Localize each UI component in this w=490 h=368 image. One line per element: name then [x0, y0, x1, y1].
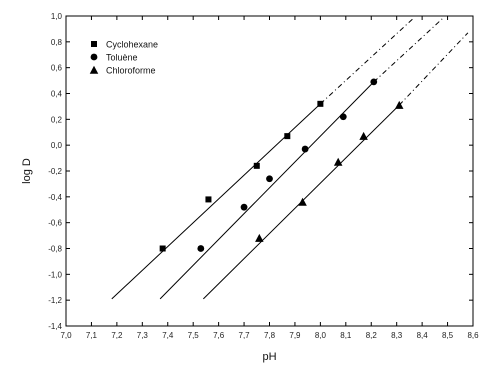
legend-label-1: Toluène — [106, 53, 138, 63]
y-tick-label: -0,2 — [48, 167, 62, 176]
data-point-2-4 — [394, 100, 404, 109]
x-tick-label: 7,8 — [264, 331, 276, 340]
x-tick-label: 8,6 — [467, 331, 479, 340]
x-tick-label: 7,7 — [239, 331, 251, 340]
fit-lines — [111, 16, 469, 300]
data-point-2-3 — [359, 131, 368, 140]
data-point-0-1 — [205, 196, 212, 203]
x-tick-label: 8,4 — [417, 331, 429, 340]
data-point-0-0 — [159, 245, 166, 252]
data-point-2-1 — [298, 197, 307, 206]
extrapolation-line-2 — [398, 32, 469, 106]
data-point-1-0 — [197, 245, 205, 252]
data-point-0-3 — [284, 133, 291, 140]
y-tick-label: -1,2 — [48, 296, 62, 305]
y-tick-label: -0,6 — [48, 219, 62, 228]
y-tick-label: -1,4 — [48, 322, 62, 331]
x-tick-label: 8,5 — [442, 331, 454, 340]
axis-ticks: 7,0 7,1 7,2 7,3 7,4 7,5 7,6 7,7 7,8 7,9 8,0 8,1 8,2 8… — [48, 12, 479, 340]
data-point-0-2 — [253, 162, 260, 169]
legend-marker-2 — [89, 65, 99, 74]
x-tick-label: 7,6 — [213, 331, 225, 340]
y-tick-label: 1,0 — [51, 12, 63, 21]
x-tick-label: 7,5 — [188, 331, 200, 340]
y-tick-label: -0,8 — [48, 245, 62, 254]
x-tick-label: 8,1 — [340, 331, 352, 340]
x-tick-label: 7,3 — [137, 331, 149, 340]
legend-label-0: Cyclohexane — [106, 40, 158, 50]
legend-marker-0 — [91, 41, 97, 47]
data-point-1-1 — [240, 203, 248, 211]
y-tick-label: 0,2 — [51, 115, 63, 124]
x-tick-label: 8,2 — [366, 331, 378, 340]
data-point-0-4 — [317, 100, 324, 107]
data-point-1-3 — [301, 145, 309, 153]
extrapolation-line-1 — [373, 18, 443, 83]
data-point-2-0 — [255, 233, 264, 242]
data-point-1-5 — [370, 78, 378, 86]
y-tick-label: -1,0 — [48, 270, 62, 279]
plot-frame — [65, 15, 474, 327]
x-axis-title: pH — [262, 351, 276, 363]
x-tick-label: 7,4 — [162, 331, 174, 340]
data-point-1-4 — [339, 113, 347, 121]
x-tick-label: 7,0 — [60, 331, 72, 340]
y-tick-label: -0,4 — [48, 193, 62, 202]
fit-line-0 — [111, 103, 321, 300]
legend-marker-1 — [90, 53, 98, 61]
x-tick-label: 8,3 — [391, 331, 403, 340]
data-point-1-2 — [266, 175, 273, 183]
y-tick-label: 0,4 — [51, 90, 63, 99]
x-tick-label: 7,1 — [86, 331, 98, 340]
y-axis-title: log D — [21, 158, 33, 184]
x-tick-label: 8,0 — [315, 331, 327, 340]
extrapolation-line-0 — [320, 16, 415, 105]
x-tick-label: 7,2 — [111, 331, 123, 340]
data-points — [159, 78, 404, 252]
y-tick-label: 0,0 — [51, 141, 63, 150]
legend-label-2: Chloroforme — [106, 66, 156, 76]
fit-line-1 — [159, 81, 375, 300]
y-tick-label: 0,6 — [51, 64, 63, 73]
data-point-2-2 — [333, 157, 343, 166]
y-tick-label: 0,8 — [51, 38, 63, 47]
legend: Cyclohexane Toluène Chloroforme — [89, 40, 158, 76]
x-tick-label: 7,9 — [289, 331, 301, 340]
